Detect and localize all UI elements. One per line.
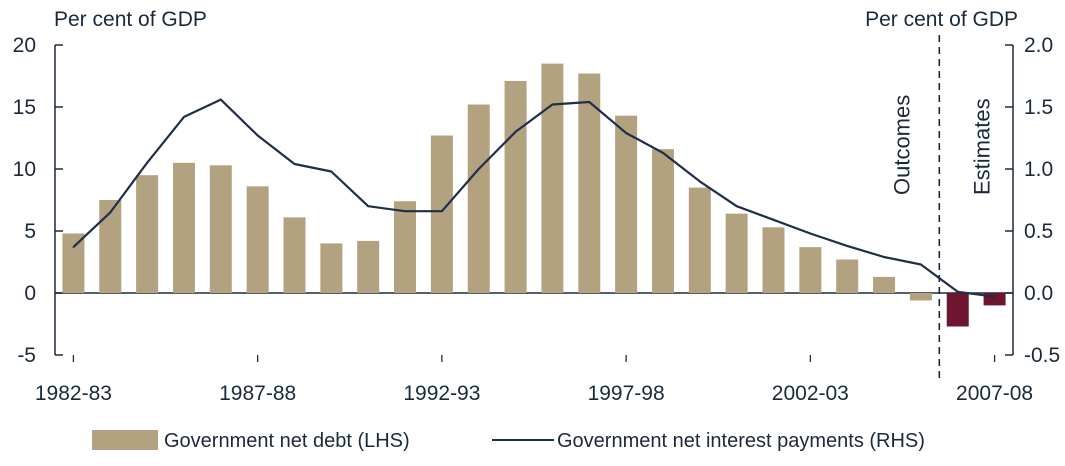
right-tick-label: 2.0 — [1024, 34, 1053, 57]
interest-point-1988-89 — [294, 163, 296, 165]
interest-point-1999-00 — [699, 181, 701, 183]
legend-debt-label: Government net debt (LHS) — [164, 430, 410, 452]
debt-bar-2001-02 — [763, 227, 785, 293]
debt-bar-1999-00 — [689, 188, 711, 293]
interest-point-2006-07 — [957, 291, 959, 293]
x-axis-labels: 1982-83 1987-88 1992-93 1997-98 2002-03 2007-… — [35, 355, 1033, 405]
debt-bar-1983-84 — [99, 200, 121, 293]
debt-bar-1998-99 — [652, 149, 674, 293]
debt-bar-2006-07 — [947, 293, 969, 326]
interest-point-1991-92 — [404, 210, 406, 212]
right-tick-label: 0.5 — [1024, 220, 1053, 243]
x-tick-label: 2002-03 — [772, 382, 849, 405]
interest-point-1983-84 — [109, 212, 111, 214]
debt-bar-1987-88 — [247, 186, 269, 293]
interest-point-1987-88 — [257, 135, 259, 137]
left-tick-label: 0 — [24, 282, 36, 305]
axes — [55, 45, 1013, 355]
debt-bars — [62, 64, 1005, 327]
right-tick-label: 1.0 — [1024, 158, 1053, 181]
interest-point-1996-97 — [588, 101, 590, 103]
interest-point-1995-96 — [552, 104, 554, 106]
debt-bar-1993-94 — [468, 105, 490, 293]
left-tick-label: 15 — [13, 96, 36, 119]
interest-point-1985-86 — [183, 116, 185, 118]
x-tick-label: 1987-88 — [219, 382, 296, 405]
debt-bar-2002-03 — [799, 247, 821, 293]
interest-point-2007-08 — [994, 296, 996, 298]
right-tick-label: 1.5 — [1024, 96, 1053, 119]
right-tick-label: 0.0 — [1024, 282, 1053, 305]
interest-point-1982-83 — [73, 246, 75, 248]
outcomes-label: Outcomes — [889, 95, 914, 195]
debt-bar-1985-86 — [173, 163, 195, 293]
interest-point-1984-85 — [146, 162, 148, 164]
estimates-label: Estimates — [969, 98, 994, 195]
left-tick-label: -5 — [17, 344, 36, 367]
debt-bar-2005-06 — [910, 293, 932, 300]
interest-point-2002-03 — [810, 233, 812, 235]
debt-bar-1992-93 — [431, 136, 453, 293]
debt-bar-1984-85 — [136, 175, 158, 293]
interest-point-1997-98 — [625, 132, 627, 134]
interest-point-2005-06 — [920, 264, 922, 266]
legend-interest-label: Government net interest payments (RHS) — [557, 430, 925, 452]
interest-point-2001-02 — [773, 219, 775, 221]
debt-bar-2000-01 — [726, 214, 748, 293]
interest-point-2000-01 — [736, 205, 738, 207]
debt-bar-1988-89 — [284, 217, 306, 293]
left-tick-label: 5 — [24, 220, 36, 243]
debt-bar-1997-98 — [615, 116, 637, 293]
interest-point-1990-91 — [367, 205, 369, 207]
x-tick-label: 2007-08 — [956, 382, 1033, 405]
debt-bar-1986-87 — [210, 165, 232, 293]
x-tick-label: 1982-83 — [35, 382, 112, 405]
debt-bar-1995-96 — [541, 64, 563, 293]
debt-bar-1982-83 — [62, 233, 84, 293]
debt-bar-1996-97 — [578, 74, 600, 293]
debt-bar-2003-04 — [836, 260, 858, 293]
interest-point-2003-04 — [846, 245, 848, 247]
interest-point-1986-87 — [220, 99, 222, 101]
debt-bar-2004-05 — [873, 277, 895, 293]
debt-bar-1989-90 — [320, 243, 342, 293]
legend-debt-swatch — [92, 430, 158, 450]
left-tick-label: 10 — [13, 158, 36, 181]
interest-point-1989-90 — [331, 171, 333, 173]
right-axis-unit-label: Per cent of GDP — [865, 8, 1018, 31]
left-axis-unit-label: Per cent of GDP — [54, 8, 207, 31]
left-tick-label: 20 — [13, 34, 36, 57]
x-tick-label: 1992-93 — [403, 382, 480, 405]
legend: Government net debt (LHS) Government net… — [92, 430, 925, 452]
interest-point-1993-94 — [478, 168, 480, 170]
interest-point-1994-95 — [515, 131, 517, 133]
interest-point-1998-99 — [662, 152, 664, 154]
right-tick-label: -0.5 — [1024, 344, 1060, 367]
debt-bar-1990-91 — [357, 241, 379, 293]
interest-point-2004-05 — [883, 256, 885, 258]
debt-bar-1991-92 — [394, 201, 416, 293]
interest-point-1992-93 — [441, 210, 443, 212]
x-tick-label: 1997-98 — [588, 382, 665, 405]
debt-bar-1994-95 — [505, 81, 527, 293]
